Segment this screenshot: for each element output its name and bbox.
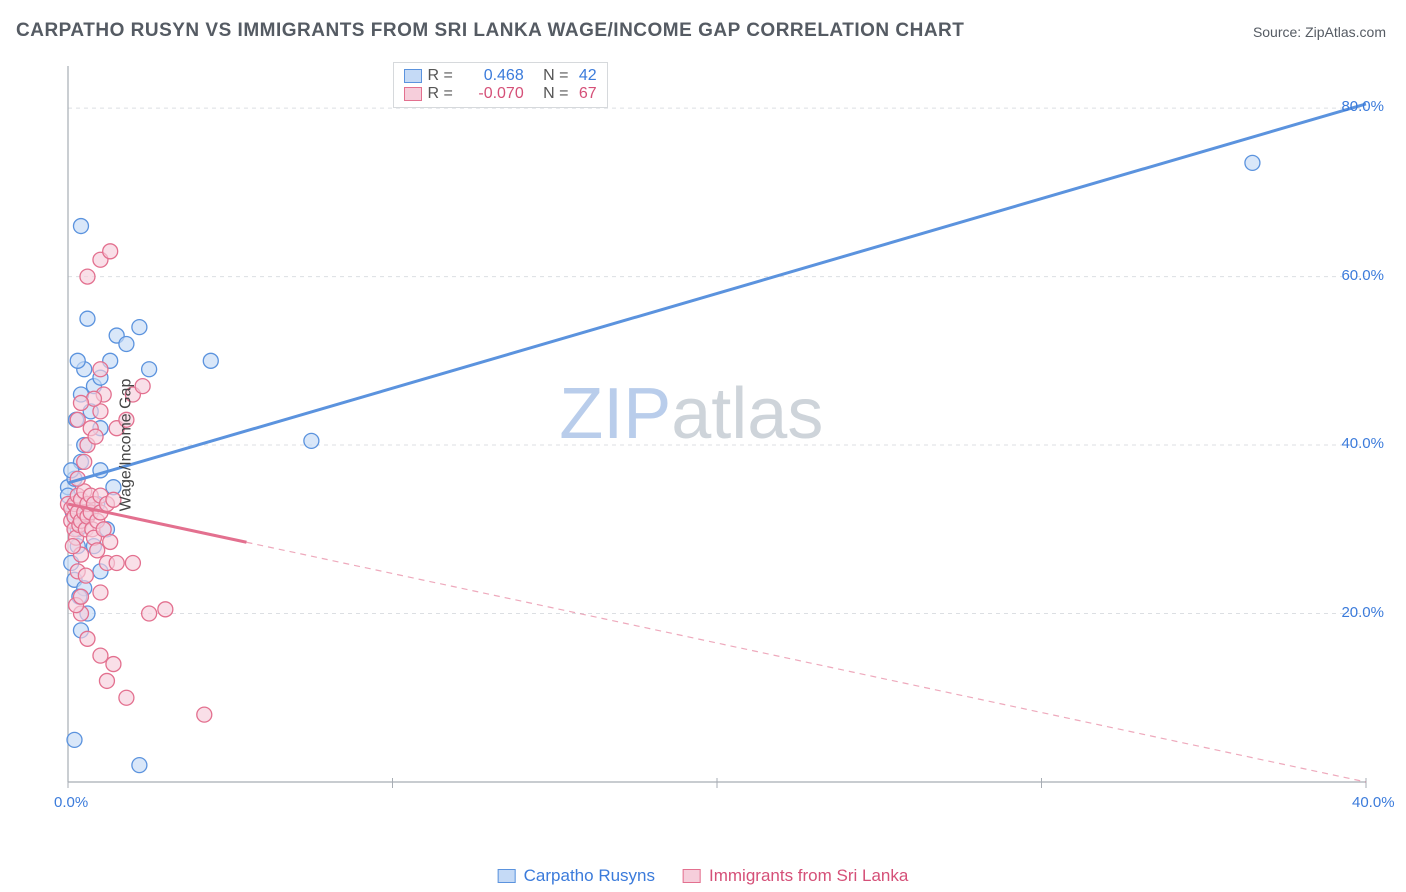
source-citation: Source: ZipAtlas.com — [1253, 24, 1386, 40]
legend-label: Carpatho Rusyns — [524, 866, 655, 886]
n-value: 42 — [579, 67, 597, 85]
x-tick-label: 0.0% — [54, 794, 88, 811]
y-tick-label: 60.0% — [1341, 267, 1384, 284]
legend-label: Immigrants from Sri Lanka — [709, 866, 908, 886]
plot-area: Wage/Income Gap R = 0.468 N = 42R = -0.0… — [50, 60, 1386, 830]
legend-swatch — [404, 87, 422, 101]
legend-row: R = 0.468 N = 42 — [404, 67, 597, 85]
y-tick-label: 20.0% — [1341, 604, 1384, 621]
correlation-legend: R = 0.468 N = 42R = -0.070 N = 67 — [393, 62, 608, 108]
r-value: -0.070 — [468, 85, 524, 103]
legend-swatch — [683, 869, 701, 883]
legend-swatch — [404, 69, 422, 83]
scatter-plot-svg — [50, 60, 1386, 830]
y-axis-label: Wage/Income Gap — [117, 379, 135, 512]
legend-row: R = -0.070 N = 67 — [404, 85, 597, 103]
r-label: R = — [428, 67, 462, 85]
legend-item: Carpatho Rusyns — [498, 866, 655, 886]
x-tick-label: 40.0% — [1352, 794, 1395, 811]
y-tick-label: 80.0% — [1341, 98, 1384, 115]
n-label: N = — [530, 67, 573, 85]
source-prefix: Source: — [1253, 24, 1305, 40]
n-label: N = — [530, 85, 573, 103]
legend-swatch — [498, 869, 516, 883]
source-name: ZipAtlas.com — [1305, 24, 1386, 40]
r-label: R = — [428, 85, 462, 103]
chart-title: CARPATHO RUSYN VS IMMIGRANTS FROM SRI LA… — [16, 20, 964, 42]
chart-container: CARPATHO RUSYN VS IMMIGRANTS FROM SRI LA… — [0, 0, 1406, 892]
y-tick-label: 40.0% — [1341, 435, 1384, 452]
series-legend: Carpatho Rusyns Immigrants from Sri Lanka — [498, 866, 909, 886]
legend-item: Immigrants from Sri Lanka — [683, 866, 908, 886]
r-value: 0.468 — [468, 67, 524, 85]
n-value: 67 — [579, 85, 597, 103]
